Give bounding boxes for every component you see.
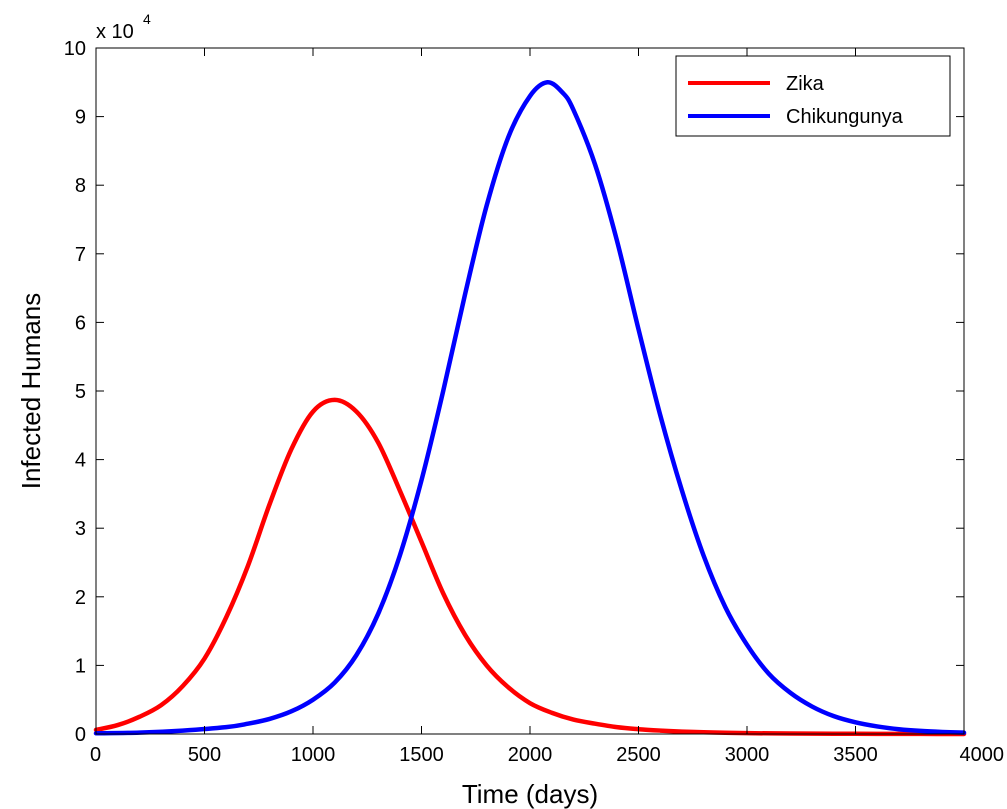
legend-label-chikungunya: Chikungunya bbox=[786, 106, 904, 128]
y-multiplier-base: x 10 bbox=[96, 21, 134, 43]
x-tick-label: 2000 bbox=[508, 744, 553, 766]
x-tick-label: 3000 bbox=[725, 744, 770, 766]
y-tick-label: 8 bbox=[75, 175, 86, 197]
y-tick-label: 1 bbox=[75, 655, 86, 677]
y-tick-label: 3 bbox=[75, 518, 86, 540]
y-axis-multiplier: x 10 4 bbox=[96, 11, 151, 43]
y-tick-label: 7 bbox=[75, 244, 86, 266]
legend: Zika Chikungunya bbox=[675, 55, 951, 137]
y-axis-label: Infected Humans bbox=[16, 293, 46, 490]
x-axis-label: Time (days) bbox=[462, 779, 598, 809]
legend-box bbox=[675, 55, 951, 137]
plot-area-frame bbox=[95, 47, 965, 735]
legend-label-zika: Zika bbox=[786, 73, 825, 95]
x-tick-label: 0 bbox=[90, 744, 101, 766]
y-tick-label: 9 bbox=[75, 107, 86, 129]
y-tick-label: 0 bbox=[75, 724, 86, 746]
series-line-zika bbox=[93, 397, 967, 737]
x-tick-label: 500 bbox=[188, 744, 221, 766]
series-layer bbox=[93, 80, 967, 737]
x-tick-label: 1000 bbox=[291, 744, 336, 766]
y-tick-label: 5 bbox=[75, 381, 86, 403]
x-tick-label: 2500 bbox=[616, 744, 661, 766]
series-line-chikungunya bbox=[93, 80, 967, 736]
y-tick-label: 4 bbox=[75, 450, 86, 472]
x-tick-label: 3500 bbox=[833, 744, 878, 766]
y-tick-label: 6 bbox=[75, 312, 86, 334]
y-tick-label: 10 bbox=[64, 38, 86, 60]
y-multiplier-exponent: 4 bbox=[143, 11, 151, 27]
tick-layer: 0 500 1000 1500 2000 2500 3000 3500 4000 0 1 2 3 4 5 6 7… bbox=[64, 38, 1004, 766]
x-tick-label: 1500 bbox=[399, 744, 444, 766]
y-tick-label: 2 bbox=[75, 587, 86, 609]
x-tick-label: 4000 bbox=[960, 744, 1005, 766]
plot-area-background bbox=[96, 48, 964, 734]
